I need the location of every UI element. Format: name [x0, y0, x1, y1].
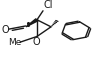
Text: Me: Me [8, 38, 21, 47]
Polygon shape [26, 19, 38, 27]
Text: Cl: Cl [44, 0, 54, 10]
Text: O: O [2, 25, 9, 35]
Text: O: O [32, 37, 40, 47]
